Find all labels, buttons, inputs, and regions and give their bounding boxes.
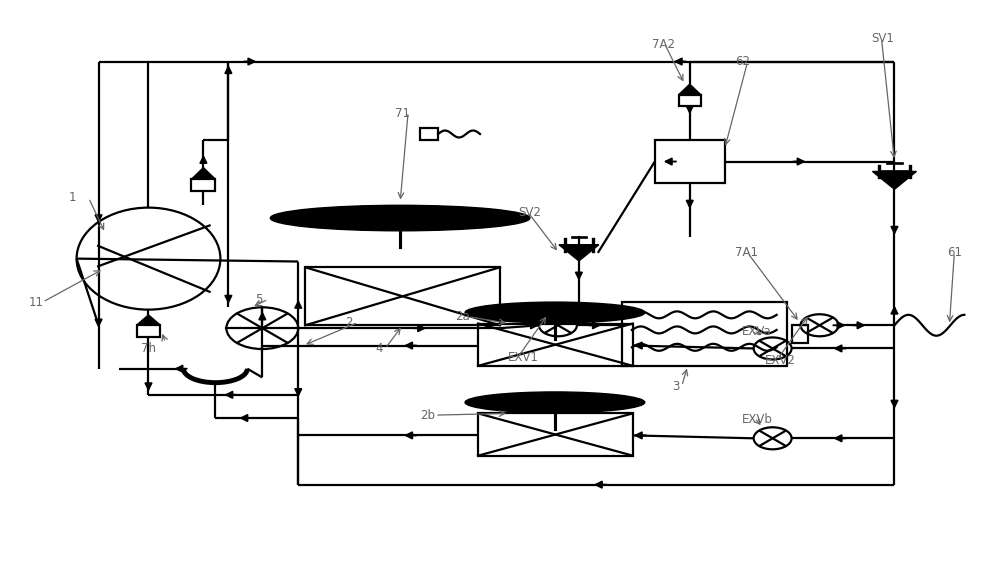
Text: EXVa: EXVa — [742, 325, 771, 338]
Text: SV2: SV2 — [518, 206, 541, 219]
Bar — [622, 302, 787, 366]
Text: 2: 2 — [345, 316, 353, 329]
Ellipse shape — [465, 392, 645, 413]
Text: 7A1: 7A1 — [735, 246, 758, 259]
Text: 5: 5 — [255, 293, 263, 306]
Bar — [655, 140, 725, 183]
Polygon shape — [559, 245, 599, 261]
Text: EXV2: EXV2 — [765, 354, 796, 367]
Polygon shape — [191, 168, 215, 179]
Polygon shape — [872, 171, 916, 189]
Text: 7h: 7h — [141, 342, 156, 355]
Text: 3: 3 — [672, 379, 679, 393]
Bar — [478, 413, 633, 456]
Text: SV1: SV1 — [871, 32, 894, 45]
Text: EXV1: EXV1 — [508, 351, 539, 364]
Text: 4: 4 — [375, 342, 383, 355]
Polygon shape — [679, 84, 701, 95]
Text: 2b: 2b — [420, 408, 435, 422]
Bar — [137, 325, 160, 337]
Text: 61: 61 — [947, 246, 962, 259]
Polygon shape — [137, 315, 160, 325]
Bar — [478, 324, 633, 366]
Text: 7A2: 7A2 — [652, 38, 675, 51]
Ellipse shape — [465, 302, 645, 323]
Ellipse shape — [270, 205, 530, 231]
Text: 2a: 2a — [455, 310, 470, 323]
Text: 11: 11 — [29, 296, 44, 309]
Text: EXVb: EXVb — [742, 413, 773, 426]
Bar — [191, 179, 215, 191]
Text: 1: 1 — [69, 191, 76, 205]
Bar — [420, 128, 438, 140]
Bar — [792, 325, 808, 343]
Text: 71: 71 — [395, 107, 410, 120]
Text: 62: 62 — [735, 55, 750, 68]
Bar — [305, 267, 500, 325]
Bar — [679, 95, 701, 106]
